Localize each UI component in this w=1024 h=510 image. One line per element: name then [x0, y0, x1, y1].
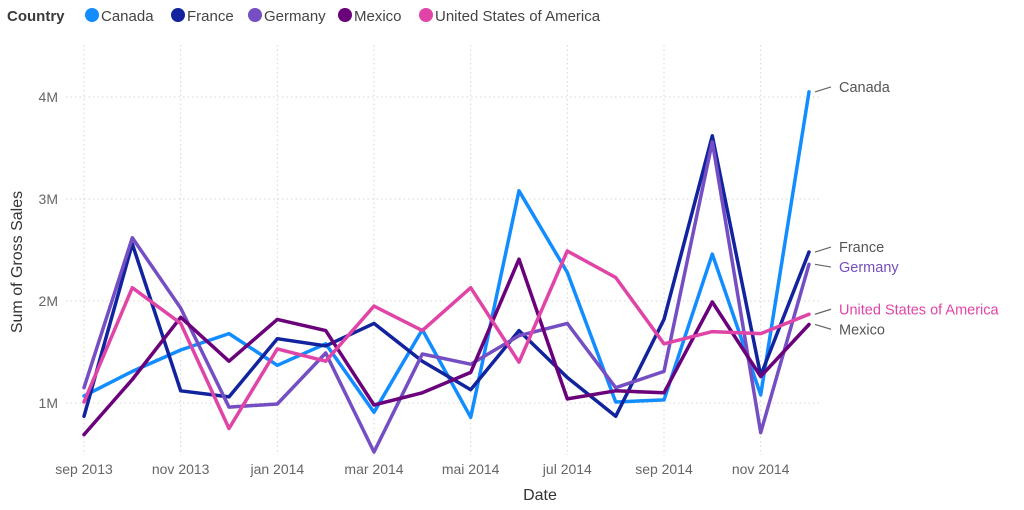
- y-axis-title: Sum of Gross Sales: [9, 191, 26, 333]
- x-tick-label: mar 2014: [344, 461, 403, 477]
- end-label-text: United States of America: [839, 302, 1000, 318]
- y-tick-label: 4M: [39, 89, 58, 105]
- x-tick-label: mai 2014: [442, 461, 500, 477]
- legend-title: Country: [7, 8, 65, 25]
- end-label-text: Canada: [839, 80, 891, 96]
- x-tick-label: nov 2014: [732, 461, 790, 477]
- legend-item-mexico[interactable]: Mexico: [338, 8, 402, 25]
- leader-line: [814, 323, 832, 330]
- legend-marker: [338, 8, 352, 22]
- legend-marker: [248, 8, 262, 22]
- series-line-united-states-of-america[interactable]: [82, 249, 811, 431]
- x-tick-label: jan 2014: [249, 461, 304, 477]
- x-tick-label: jul 2014: [542, 461, 592, 477]
- legend-label: United States of America: [435, 8, 601, 25]
- y-tick-label: 1M: [39, 395, 58, 411]
- series-line-mexico[interactable]: [82, 257, 811, 437]
- legend-marker: [171, 8, 185, 22]
- leader-line: [814, 86, 832, 93]
- legend-item-canada[interactable]: Canada: [85, 8, 154, 25]
- legend-item-france[interactable]: France: [171, 8, 234, 25]
- legend: Country Canada France Germany Mexico United …: [7, 8, 601, 25]
- end-label-text: Germany: [839, 260, 899, 276]
- end-label-france: France: [814, 240, 884, 256]
- series-line-germany[interactable]: [82, 140, 811, 454]
- legend-label: Mexico: [354, 8, 402, 25]
- legend-item-united-states-of-america[interactable]: United States of America: [419, 8, 601, 25]
- legend-label: Germany: [264, 8, 326, 25]
- end-label-canada: Canada: [814, 80, 891, 96]
- series-line-france[interactable]: [82, 134, 811, 419]
- x-axis-title: Date: [523, 487, 557, 504]
- legend-label: Canada: [101, 8, 154, 25]
- end-label-mexico: Mexico: [814, 322, 885, 338]
- legend-label: France: [187, 8, 234, 25]
- legend-item-germany[interactable]: Germany: [248, 8, 326, 25]
- end-label-text: Mexico: [839, 322, 885, 338]
- end-label-text: France: [839, 240, 884, 256]
- end-label-germany: Germany: [814, 260, 899, 276]
- leader-line: [814, 308, 832, 315]
- series-line-canada[interactable]: [82, 90, 811, 420]
- y-tick-label: 3M: [39, 191, 58, 207]
- leader-line: [814, 246, 832, 253]
- plot-area: 1M 2M 3M 4M sep 2013 nov 2013 jan 2014 mar 201…: [39, 45, 1000, 477]
- x-tick-label: sep 2013: [55, 461, 113, 477]
- legend-marker: [419, 8, 433, 22]
- x-tick-label: nov 2013: [152, 461, 210, 477]
- end-label-united-states-of-america: United States of America: [814, 302, 1000, 318]
- y-tick-label: 2M: [39, 293, 58, 309]
- x-tick-label: sep 2014: [635, 461, 693, 477]
- leader-line: [814, 263, 832, 268]
- legend-marker: [85, 8, 99, 22]
